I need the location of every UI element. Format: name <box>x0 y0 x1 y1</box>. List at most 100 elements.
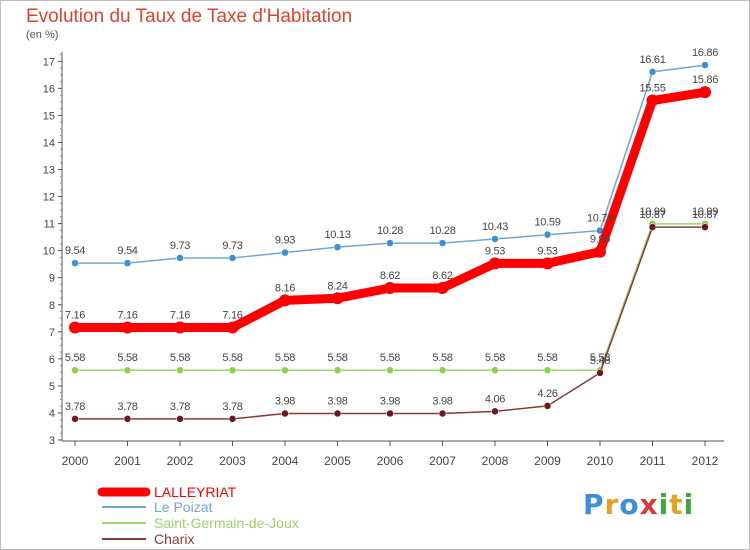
data-label: 10.99 <box>639 206 665 218</box>
data-point <box>121 321 134 334</box>
data-point <box>279 294 291 307</box>
legend-entry: Charix <box>154 531 194 547</box>
data-point <box>333 409 342 418</box>
data-label: 3.98 <box>432 395 452 407</box>
data-label: 9.96 <box>590 234 610 246</box>
brand-letter: t <box>669 488 684 521</box>
y-tick-label: 3 <box>49 435 55 447</box>
y-tick-label: 10 <box>43 246 55 258</box>
data-label: 9.54 <box>65 245 85 257</box>
y-tick-label: 11 <box>44 219 55 231</box>
data-point <box>594 245 606 258</box>
data-point <box>384 281 396 294</box>
data-label: 5.58 <box>432 352 452 364</box>
data-label: 9.53 <box>485 245 505 257</box>
data-point <box>386 366 394 374</box>
x-tick-label: 2000 <box>62 454 89 468</box>
data-label: 10.59 <box>534 217 560 229</box>
data-point <box>331 292 344 305</box>
data-label: 3.78 <box>117 401 137 413</box>
brand-logo: Proxiti <box>583 488 694 521</box>
data-point <box>281 409 289 418</box>
data-label: 10.87 <box>639 209 665 221</box>
y-tick-label: 13 <box>43 165 55 177</box>
data-point <box>701 61 709 69</box>
data-label: 9.54 <box>117 245 137 257</box>
data-point <box>436 281 449 294</box>
x-tick-label: 2006 <box>377 454 404 468</box>
data-point <box>699 86 711 99</box>
data-point <box>701 223 709 231</box>
data-point <box>333 243 342 251</box>
data-point <box>226 321 239 334</box>
y-tick-label: 12 <box>43 192 55 204</box>
data-label: 3.78 <box>65 401 85 413</box>
legend-entry: LALLEYRIAT <box>154 484 237 500</box>
data-label: 4.06 <box>485 393 505 405</box>
y-tick-label: 6 <box>49 354 55 366</box>
data-label: 3.98 <box>327 395 347 407</box>
y-tick-label: 16 <box>43 83 55 95</box>
data-point <box>228 254 237 262</box>
data-point <box>123 415 132 423</box>
x-tick-label: 2010 <box>587 454 614 468</box>
data-label: 16.61 <box>639 54 665 66</box>
data-point <box>489 257 501 270</box>
chart-title: Evolution du Taux de Taxe d'Habitation <box>26 6 353 27</box>
x-tick-label: 2007 <box>429 454 456 468</box>
data-label: 8.62 <box>380 270 400 282</box>
data-point <box>543 366 552 374</box>
data-label: 7.16 <box>170 309 190 321</box>
data-label: 10.74 <box>587 213 613 225</box>
unit-label: (en %) <box>26 29 59 41</box>
x-tick-label: 2005 <box>324 454 351 468</box>
data-label: 15.86 <box>692 74 718 86</box>
data-point <box>596 369 604 377</box>
data-point <box>174 321 186 334</box>
data-label: 10.13 <box>324 229 350 241</box>
data-label: 9.73 <box>170 240 190 252</box>
data-label: 3.98 <box>380 395 400 407</box>
data-point <box>281 248 289 257</box>
data-point <box>386 409 394 418</box>
data-label: 15.55 <box>639 83 665 95</box>
data-label: 10.28 <box>429 225 455 237</box>
data-label: 3.78 <box>170 401 190 413</box>
data-label: 5.58 <box>485 352 505 364</box>
data-point <box>123 366 132 374</box>
data-point <box>228 366 237 374</box>
x-tick-label: 2008 <box>482 454 509 468</box>
data-point <box>71 415 79 423</box>
y-tick-label: 7 <box>49 327 55 339</box>
data-point <box>543 230 552 239</box>
brand-letter: r <box>604 488 620 521</box>
data-label: 7.16 <box>65 309 85 321</box>
data-point <box>228 415 237 423</box>
legend-entry: Saint-Germain-de-Joux <box>154 515 299 531</box>
y-tick-label: 9 <box>49 273 55 285</box>
data-label: 8.24 <box>327 280 347 292</box>
data-point <box>648 223 657 231</box>
data-label: 4.26 <box>537 388 557 400</box>
x-tick-label: 2001 <box>114 454 141 468</box>
data-label: 5.58 <box>117 352 137 364</box>
brand-letter: i <box>658 488 670 521</box>
brand-letter: o <box>619 488 640 521</box>
data-point <box>333 366 342 374</box>
data-point <box>123 259 132 267</box>
data-label: 8.16 <box>275 282 295 294</box>
brand-letter: i <box>683 488 695 521</box>
y-tick-label: 14 <box>43 137 55 149</box>
data-point <box>438 239 447 247</box>
x-tick-label: 2004 <box>272 454 299 468</box>
brand-letter: x <box>639 488 659 521</box>
data-label: 10.87 <box>692 209 718 221</box>
x-tick-label: 2003 <box>219 454 246 468</box>
data-point <box>71 259 79 267</box>
data-point <box>438 409 447 418</box>
data-point <box>176 366 184 374</box>
data-point <box>176 415 184 423</box>
x-tick-label: 2012 <box>692 454 719 468</box>
